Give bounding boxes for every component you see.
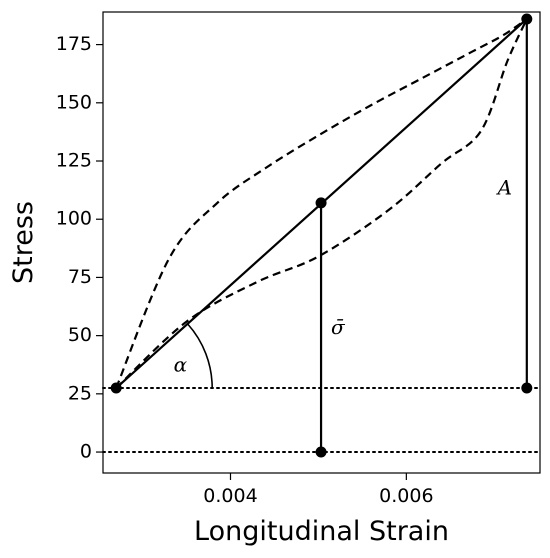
series-line-0: [115, 18, 528, 389]
y-tick-label-6: 150: [56, 91, 92, 113]
data-point-3: [315, 446, 327, 458]
data-point-1: [521, 13, 533, 25]
x-tick-label-0: 0.004: [203, 485, 257, 507]
x-tick-label-1: 0.006: [379, 485, 433, 507]
x-axis-label: Longitudinal Strain: [194, 516, 449, 547]
y-tick-label-2: 50: [68, 324, 92, 346]
plot-marks: α σ̄ A: [102, 13, 541, 458]
y-tick-label-0: 0: [80, 441, 92, 463]
y-tick-label-5: 125: [56, 150, 92, 172]
series-line-1: [115, 18, 528, 389]
data-point-2: [315, 197, 327, 209]
plot-frame: [102, 11, 541, 474]
annotation-1: σ̄: [331, 315, 346, 339]
y-tick-label-7: 175: [56, 33, 92, 55]
annotation-2: A: [496, 175, 512, 199]
data-point-0: [110, 382, 122, 394]
angle-arc: [186, 323, 213, 389]
data-point-4: [521, 382, 533, 394]
annotation-0: α: [174, 352, 188, 376]
y-axis-label: Stress: [8, 201, 39, 284]
axis-ticks: 0 25 50 75 100 125 150 175 0.004 0.006: [56, 33, 434, 507]
y-tick-label-3: 75: [68, 266, 92, 288]
y-tick-label-1: 25: [68, 382, 92, 404]
y-tick-label-4: 100: [56, 208, 92, 230]
